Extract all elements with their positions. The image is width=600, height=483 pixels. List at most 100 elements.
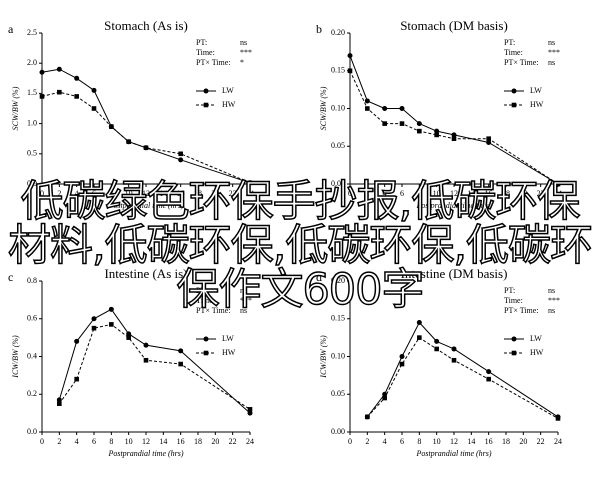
stat-label: Time:: [504, 296, 523, 305]
marker: [126, 139, 131, 145]
x-tick-label: 20: [519, 437, 527, 446]
legend-label: LW: [222, 334, 234, 343]
marker: [56, 66, 62, 72]
y-tick-label: 1.0: [27, 118, 37, 127]
y-tick-label: 0.8: [27, 276, 37, 285]
x-tick-label: 6: [400, 189, 404, 198]
stat-label: PT:: [196, 286, 207, 295]
x-tick-label: 16: [177, 437, 185, 446]
marker: [511, 88, 517, 94]
series-line: [41, 68, 251, 184]
marker: [364, 98, 370, 104]
marker: [126, 335, 131, 340]
marker: [417, 335, 422, 340]
x-tick-label: 10: [433, 189, 441, 198]
x-tick-label: 22: [229, 189, 237, 198]
marker: [365, 414, 370, 420]
panel: d Intestine (DM basis) 0.00 0.05 0.10 0.15 0.2…: [316, 266, 562, 458]
stat-label: PT:: [504, 38, 515, 47]
marker: [91, 87, 97, 93]
x-tick-label: 12: [450, 437, 458, 446]
x-tick-label: 14: [467, 189, 475, 198]
marker: [511, 336, 517, 342]
legend-label: HW: [222, 348, 236, 357]
y-tick-label: 0.00: [331, 179, 345, 188]
series-line: [58, 323, 251, 410]
x-tick-label: 14: [467, 437, 475, 446]
marker: [416, 320, 422, 326]
stat-value: ***: [548, 296, 560, 305]
marker: [203, 88, 209, 94]
y-tick-label: 0.10: [331, 103, 345, 112]
chart-title: Intestine (As is): [104, 266, 187, 281]
stat-value: ***: [240, 48, 252, 57]
series-line: [366, 321, 559, 418]
x-tick-label: 2: [57, 189, 61, 198]
marker: [399, 354, 405, 359]
marker: [108, 306, 114, 312]
stat-value: ns: [240, 286, 247, 295]
marker: [203, 102, 209, 108]
marker: [347, 53, 353, 59]
x-tick-label: 14: [159, 189, 167, 198]
legend-label: LW: [530, 86, 542, 95]
x-tick-label: 16: [485, 437, 493, 446]
marker: [178, 361, 183, 367]
marker: [178, 348, 184, 354]
series-line: [41, 91, 251, 184]
y-tick-label: 0.10: [331, 351, 345, 360]
marker: [178, 157, 184, 163]
legend-label: HW: [222, 100, 236, 109]
stat-value: ns: [548, 306, 555, 315]
marker: [399, 121, 405, 126]
marker: [417, 128, 422, 134]
x-tick-label: 8: [417, 189, 421, 198]
x-axis-label: Postprandial time (hrs): [107, 449, 183, 458]
marker: [382, 106, 388, 111]
y-tick-label: 0.2: [27, 389, 37, 398]
x-tick-label: 24: [246, 437, 254, 446]
y-tick-label: 0.5: [27, 149, 37, 158]
stat-value: ns: [240, 306, 247, 315]
marker: [555, 181, 561, 187]
y-tick-label: 0.15: [331, 314, 345, 323]
chart-title: Stomach (DM basis): [400, 18, 508, 33]
marker: [109, 124, 114, 129]
marker: [451, 132, 457, 138]
y-axis-label: SCW/BW (%): [319, 86, 328, 130]
chart-title: Stomach (As is): [104, 18, 188, 33]
x-tick-label: 22: [537, 189, 545, 198]
stat-value: ***: [548, 48, 560, 57]
marker: [91, 316, 97, 322]
x-tick-label: 16: [485, 189, 493, 198]
y-tick-label: 0.20: [331, 28, 345, 37]
y-axis-label: SCW/BW (%): [11, 86, 20, 130]
x-tick-label: 22: [537, 437, 545, 446]
x-tick-label: 20: [519, 189, 527, 198]
marker: [247, 407, 253, 412]
x-tick-label: 2: [57, 437, 61, 446]
marker: [434, 128, 440, 134]
x-tick-label: 24: [554, 437, 562, 446]
marker: [203, 336, 209, 342]
stat-value: ns: [548, 286, 555, 295]
x-tick-label: 4: [383, 189, 387, 198]
stat-label: PT× Time:: [504, 58, 539, 67]
legend-label: HW: [530, 348, 544, 357]
x-tick-label: 18: [502, 189, 510, 198]
series-line: [349, 55, 559, 185]
marker: [57, 89, 62, 95]
x-tick-label: 6: [92, 189, 96, 198]
x-tick-label: 8: [109, 437, 113, 446]
y-axis-label: ICW/BW (%): [319, 335, 328, 379]
x-tick-label: 12: [450, 189, 458, 198]
marker: [247, 180, 253, 186]
x-axis-label: Postprandial time (hrs): [107, 201, 183, 210]
marker: [109, 322, 114, 327]
marker: [203, 350, 209, 356]
stat-label: PT:: [504, 286, 515, 295]
marker: [399, 361, 405, 367]
panel: a Stomach (As is)0.00.51.01.52.02.50 2 4 6 8 1…: [8, 18, 254, 210]
stat-label: Time:: [196, 48, 215, 57]
x-tick-label: 10: [125, 437, 133, 446]
